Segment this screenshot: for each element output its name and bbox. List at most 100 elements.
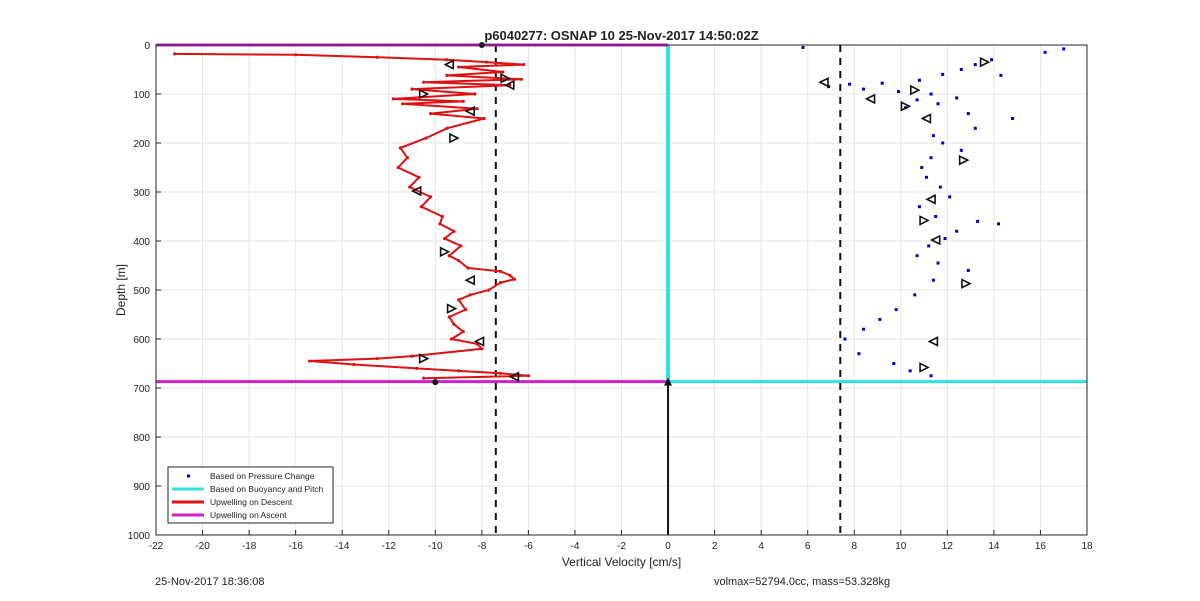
y-tick-label: 900 [133, 482, 150, 493]
pressure-point [959, 68, 963, 71]
descent-point [498, 269, 503, 273]
x-tick-label: 2 [712, 541, 718, 552]
pressure-direction-marker [909, 84, 921, 96]
descent-point [452, 229, 456, 233]
y-tick-label: 400 [133, 237, 150, 248]
descent-point [429, 112, 433, 116]
surface-marker-triangle [664, 377, 673, 386]
legend-entry-label: Upwelling on Descent [210, 497, 293, 507]
descent-point [405, 156, 409, 160]
legend-entry-label: Upwelling on Ascent [210, 510, 287, 520]
legend-swatch [187, 474, 190, 478]
pressure-direction-marker [927, 336, 939, 347]
descent-direction-marker [418, 88, 430, 100]
descent-point [508, 273, 512, 277]
pressure-point [999, 73, 1003, 77]
y-axis-label: Depth [m] [114, 264, 128, 316]
pressure-point [973, 126, 977, 130]
pressure-point [1062, 47, 1066, 51]
pressure-point [920, 166, 924, 169]
pressure-point [931, 134, 935, 138]
descent-point [173, 52, 177, 56]
descent-point [419, 205, 423, 209]
pressure-point [936, 102, 940, 106]
pressure-direction-marker [864, 93, 876, 105]
grid-lines [155, 44, 1088, 536]
descent-point [424, 136, 428, 140]
x-tick-label: -22 [149, 541, 164, 552]
descent-point [401, 102, 405, 106]
legend-entry-label: Based on Pressure Change [210, 471, 315, 481]
pressure-point [915, 98, 919, 102]
y-tick-label: 200 [133, 139, 150, 150]
pressure-point [941, 72, 945, 76]
descent-point [445, 126, 449, 130]
x-tick-label: 14 [988, 541, 1000, 552]
descent-point [461, 99, 465, 103]
descent-point [456, 65, 461, 69]
descent-point [461, 330, 465, 334]
descent-point [294, 53, 298, 57]
pressure-point [929, 92, 933, 96]
descent-point [456, 259, 461, 263]
descent-direction-marker [464, 274, 476, 286]
plot-frame [155, 44, 1088, 536]
chart-title: p6040277: OSNAP 10 25-Nov-2017 14:50:02Z [484, 28, 758, 43]
descent-point [501, 70, 505, 74]
descent-point [422, 80, 426, 84]
y-tick-label: 500 [133, 286, 150, 297]
descent-point [526, 374, 531, 378]
pressure-point [966, 112, 970, 116]
pressure-direction-marker [958, 154, 970, 166]
descent-point [522, 63, 526, 67]
descent-direction-marker [503, 79, 515, 91]
descent-point [473, 92, 477, 96]
descent-point [308, 359, 312, 363]
descent-point [440, 214, 444, 219]
pressure-point [917, 205, 921, 209]
y-tick-label: 700 [133, 384, 150, 395]
y-tick-label: 1000 [128, 531, 151, 542]
descent-point [498, 281, 503, 285]
dive-start-marker [432, 379, 439, 386]
descent-direction-marker [439, 246, 451, 258]
descent-point [512, 277, 517, 281]
pressure-point [917, 78, 921, 82]
pressure-point [915, 254, 919, 258]
pressure-point [892, 362, 896, 365]
descent-direction-marker [500, 73, 511, 84]
pressure-direction-marker [919, 362, 930, 373]
x-axis-label: Vertical Velocity [cm/s] [562, 555, 681, 569]
pressure-direction-marker [925, 194, 936, 205]
direction-markers [410, 42, 991, 386]
descent-direction-marker [464, 105, 476, 117]
x-tick-label: 10 [895, 541, 907, 552]
descent-point [438, 222, 442, 226]
pressure-point [924, 175, 928, 179]
descent-point [466, 266, 470, 270]
pressure-point [857, 352, 861, 356]
descent-point [498, 371, 503, 375]
legend-entry-label: Based on Buoyancy and Pitch [210, 484, 324, 494]
pressure-point [955, 229, 959, 233]
descent-point [480, 347, 484, 351]
pressure-point [880, 81, 884, 85]
x-tick-label: -8 [477, 541, 486, 552]
y-tick-label: 0 [144, 41, 150, 52]
pressure-point [943, 237, 947, 241]
pressure-point [896, 90, 900, 94]
pressure-point [976, 219, 980, 223]
pressure-point [929, 156, 933, 160]
pressure-point [941, 141, 945, 145]
descent-point [415, 366, 419, 370]
descent-point [463, 308, 468, 312]
x-tick-label: 8 [851, 541, 857, 552]
pressure-point [931, 278, 935, 282]
pressure-point [848, 82, 852, 86]
y-tick-label: 300 [133, 188, 150, 199]
pressure-point [990, 58, 994, 62]
y-tick-label: 800 [133, 433, 150, 444]
x-tick-label: -12 [382, 541, 397, 552]
pressure-point [938, 185, 942, 189]
x-tick-label: -2 [617, 541, 626, 552]
